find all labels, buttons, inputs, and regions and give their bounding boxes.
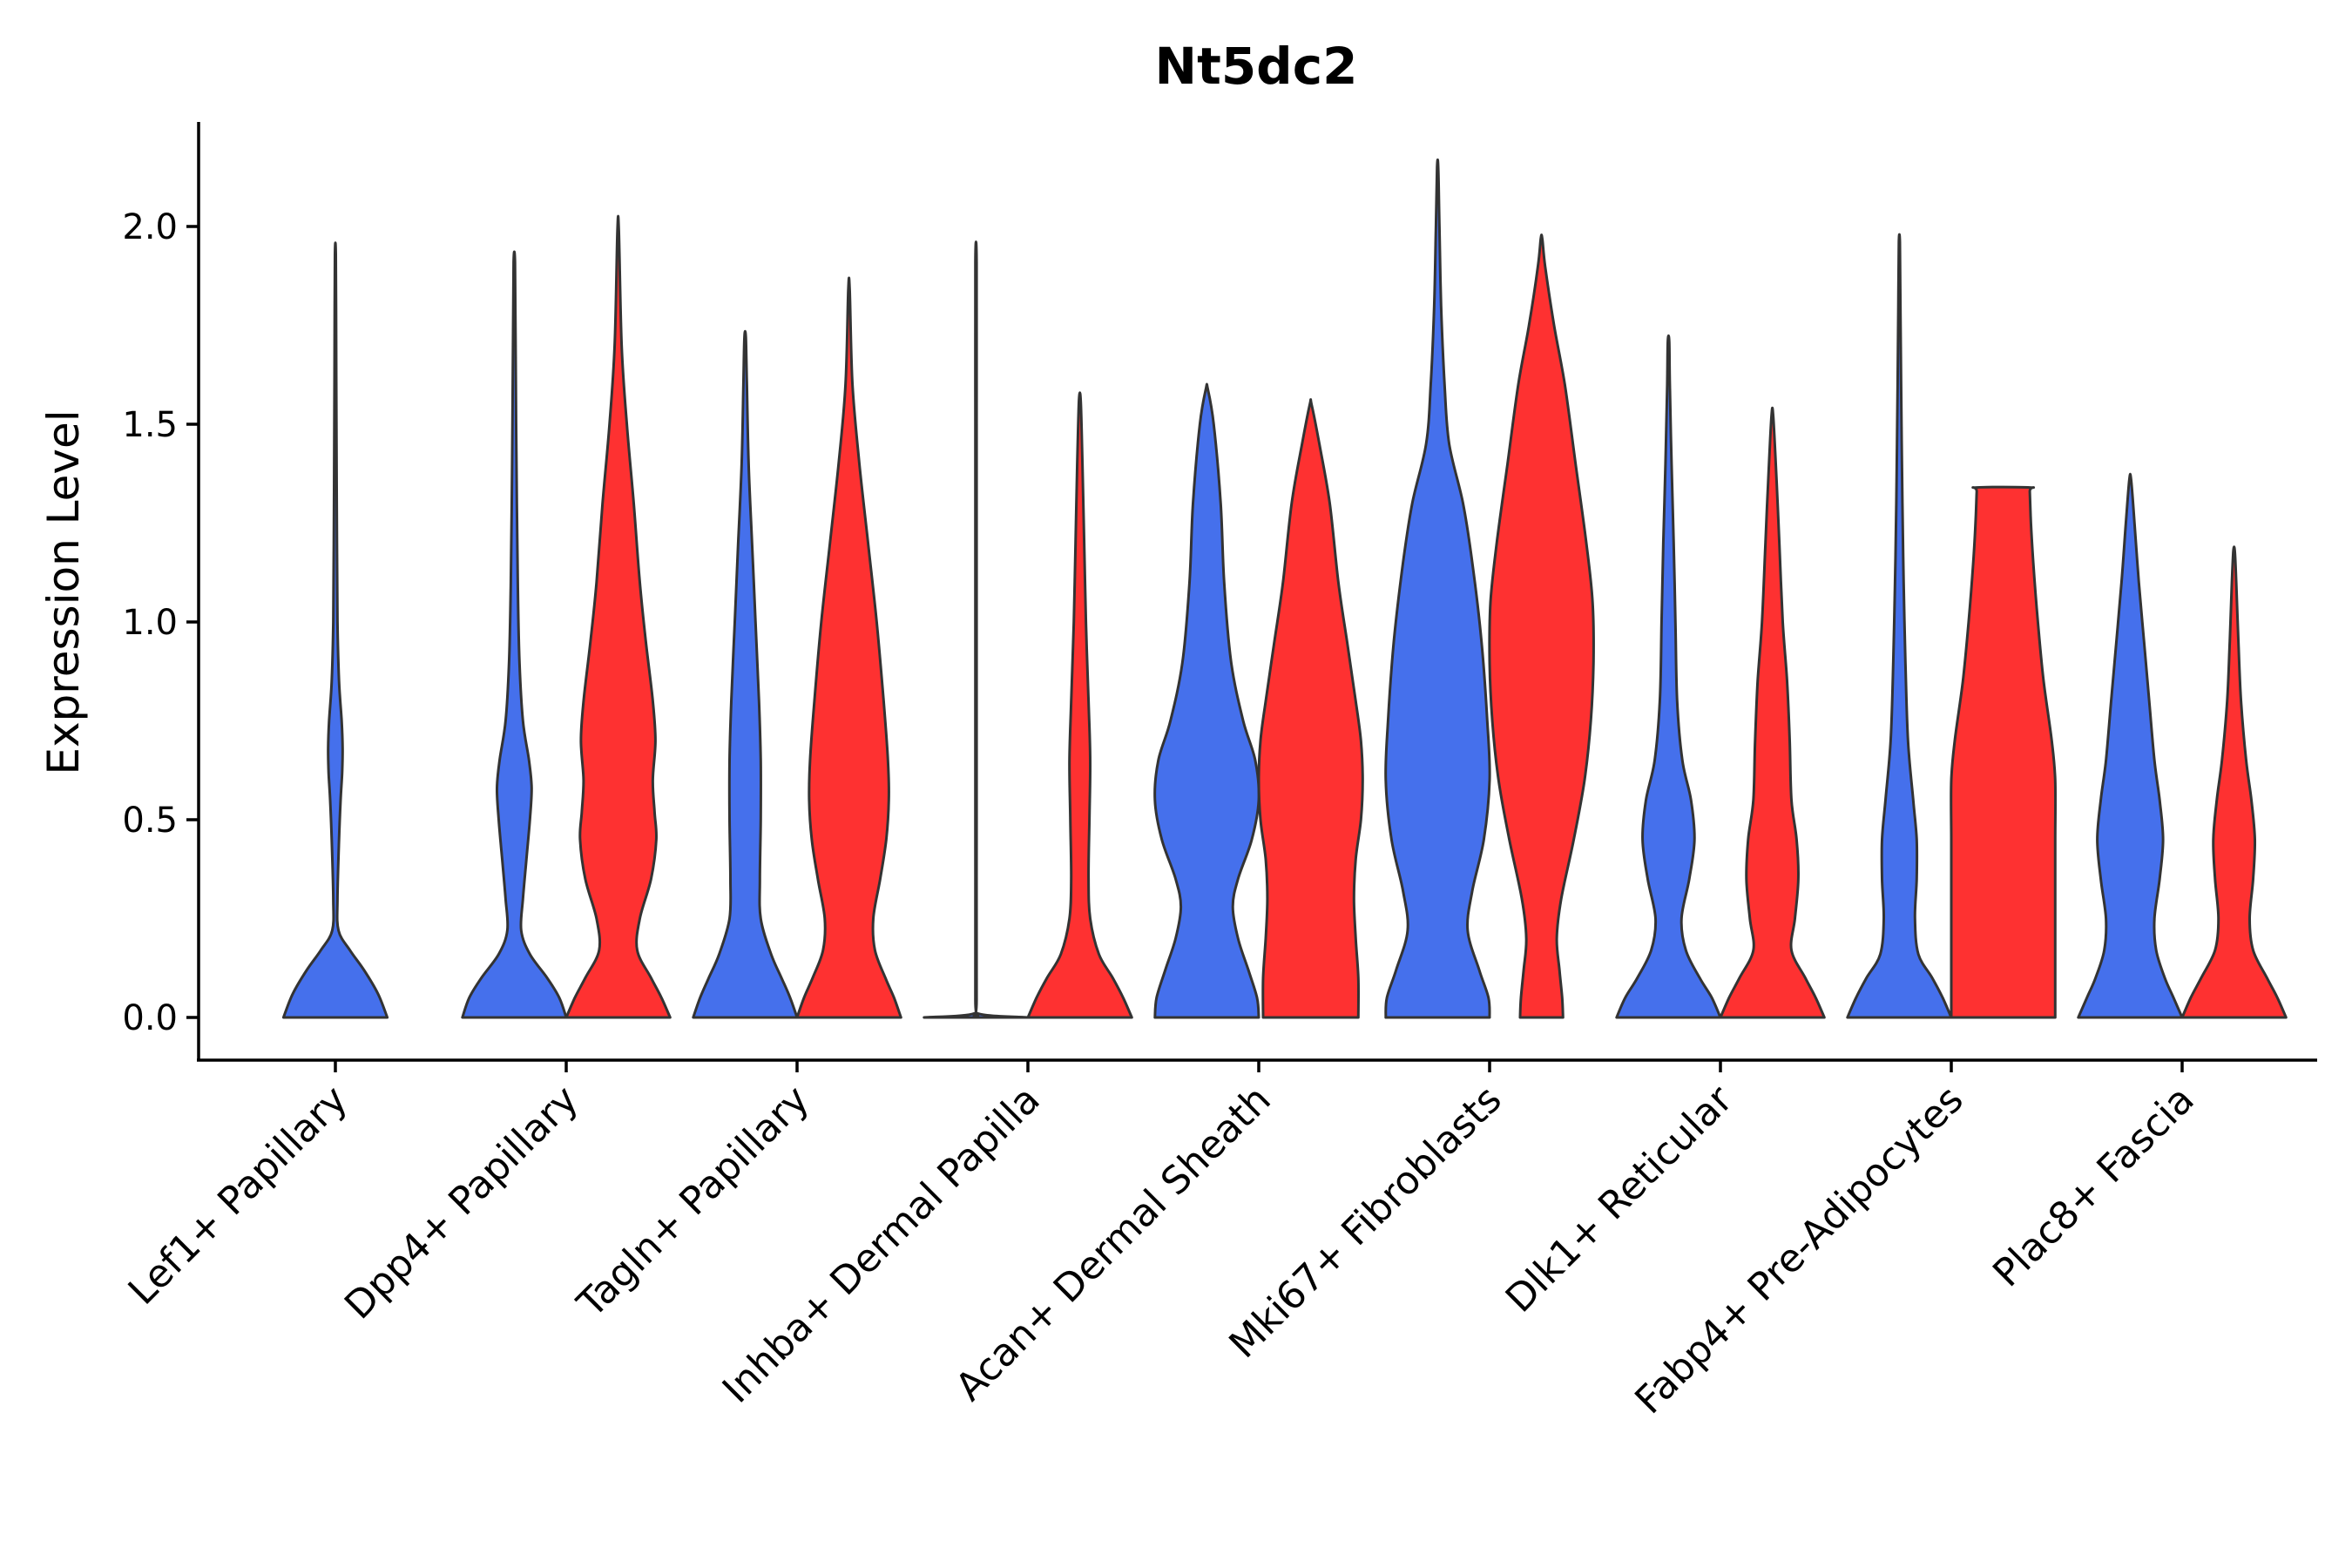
x-tick-label: Lef1+ Papillary [120, 1078, 356, 1314]
violin-red-3 [564, 214, 672, 1019]
violin-red-5 [795, 276, 902, 1019]
violin-red-11 [1488, 233, 1595, 1019]
x-tick-label: Tagln+ Papillary [569, 1078, 818, 1327]
violin-red-13 [1719, 406, 1826, 1019]
violin-blue-1 [281, 241, 389, 1019]
violin-blue-6 [923, 240, 1030, 1019]
violin-red-9 [1257, 398, 1364, 1019]
y-tick-label: 1.0 [122, 603, 178, 643]
x-tick-label: Plac8+ Fascia [1984, 1078, 2203, 1296]
axes-group [197, 122, 2317, 1062]
chart-title: Nt5dc2 [1155, 37, 1358, 96]
violin-red-7 [1026, 391, 1133, 1019]
y-tick-label: 0.5 [122, 801, 178, 841]
x-tick-label: Dlk1+ Reticular [1497, 1077, 1742, 1321]
violin-blue-8 [1153, 382, 1260, 1019]
y-tick-label: 2.0 [122, 207, 178, 247]
violin-blue-10 [1384, 158, 1491, 1019]
y-ticks-group: 0.0 0.5 1.0 1.5 2.0 [122, 207, 199, 1038]
y-axis-label: Expression Level [38, 409, 89, 774]
violin-red-15 [1950, 485, 2058, 1019]
violin-blue-4 [692, 329, 799, 1019]
violin-blue-2 [461, 250, 568, 1019]
y-tick-label: 1.5 [122, 405, 178, 445]
violin-blue-16 [2077, 472, 2184, 1019]
y-tick-label: 0.0 [122, 998, 178, 1038]
violin-blue-12 [1615, 334, 1722, 1019]
violin-red-17 [2180, 545, 2288, 1019]
violin-blue-14 [1846, 233, 1953, 1019]
violins-group [281, 158, 2288, 1019]
x-tick-label: Dpp4+ Papillary [336, 1078, 587, 1328]
